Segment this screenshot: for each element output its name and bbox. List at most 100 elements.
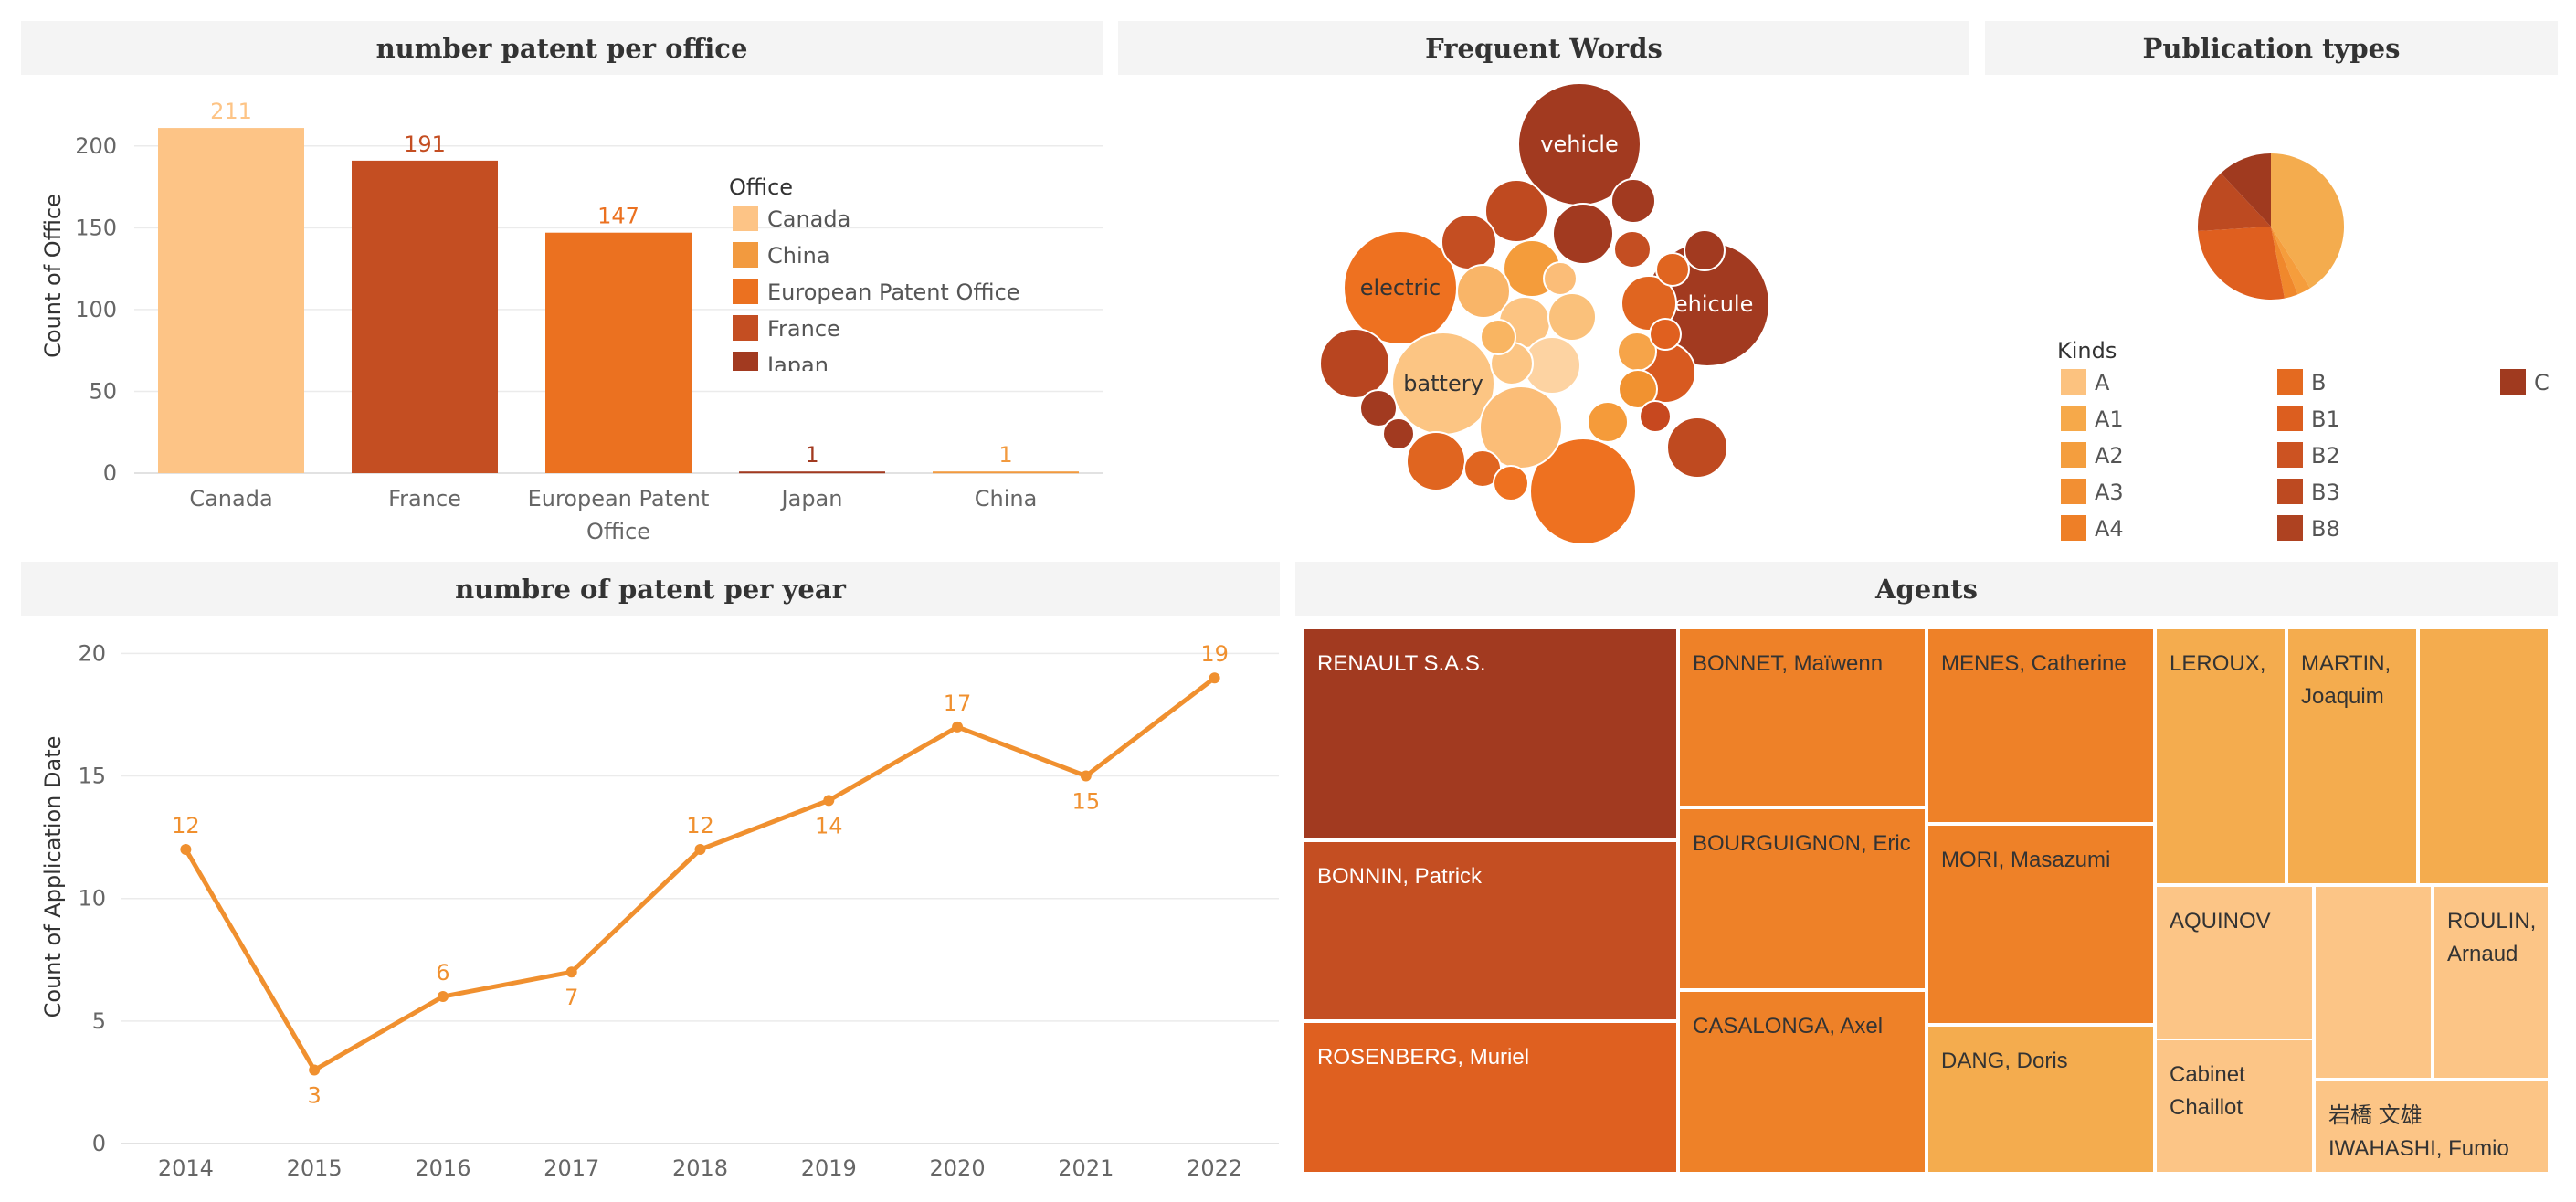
legend-label-a4: A4	[2095, 516, 2124, 542]
y-tick-label: 200	[75, 133, 117, 159]
treemap-cell-label: MARTIN, Joaquim	[2301, 651, 2391, 709]
legend-label-b8: B8	[2311, 516, 2340, 542]
y-tick-label: 0	[103, 460, 117, 486]
legend-label-a: A	[2095, 370, 2110, 395]
x-tick-label: 2018	[672, 1155, 728, 1181]
bubble[interactable]	[1441, 215, 1496, 269]
bubble[interactable]	[1481, 320, 1515, 354]
pie-slice-b1[interactable]	[2198, 227, 2285, 300]
treemap-cell-rosenberg-muriel[interactable]: ROSENBERG, Muriel	[1303, 1021, 1678, 1174]
point-value-label: 15	[1072, 789, 1101, 815]
legend-label-b1: B1	[2311, 406, 2340, 432]
point-value-label: 14	[815, 813, 843, 838]
bubble[interactable]	[1548, 293, 1596, 341]
bubble[interactable]	[1684, 230, 1725, 270]
legend-swatch-a1	[2061, 406, 2086, 431]
x-tick-label: 2021	[1058, 1155, 1114, 1181]
treemap-cell-dang-doris[interactable]: DANG, Doris	[1927, 1025, 2155, 1174]
bubble-label-electric: electric	[1360, 275, 1441, 300]
treemap-cell-renault-s-a-s[interactable]: RENAULT S.A.S.	[1303, 627, 1678, 840]
bubble[interactable]	[1640, 401, 1671, 432]
year-line-chart: 05101520Count of Application Date1220143…	[0, 617, 1288, 1201]
bubble[interactable]	[1588, 402, 1628, 442]
treemap-cell-agent[interactable]	[2418, 627, 2550, 885]
legend-label-b3: B3	[2311, 480, 2340, 505]
treemap-cell-roulin-arnaud[interactable]: ROULIN, Arnaud	[2433, 885, 2550, 1080]
treemap-cell-casalonga-axel[interactable]: CASALONGA, Axel	[1678, 990, 1927, 1174]
treemap-cell-bourguignon-eric[interactable]: BOURGUIGNON, Eric	[1678, 807, 1927, 990]
year-point-2022[interactable]	[1209, 672, 1220, 683]
treemap-cell-iwahashi-fumio[interactable]: 岩橋 文雄 IWAHASHI, Fumio	[2314, 1080, 2550, 1174]
year-point-2021[interactable]	[1081, 771, 1092, 782]
treemap-cell-menes-catherine[interactable]: MENES, Catherine	[1927, 627, 2155, 824]
treemap-cell-label: ROULIN, Arnaud	[2447, 909, 2536, 966]
bubble[interactable]	[1611, 179, 1655, 223]
year-point-2018[interactable]	[695, 844, 706, 855]
bar-canada[interactable]	[158, 128, 304, 473]
bubble[interactable]	[1544, 262, 1577, 295]
x-tick-label: 2019	[801, 1155, 857, 1181]
treemap-cell-label: Cabinet Chaillot	[2170, 1062, 2245, 1120]
y-axis-label: Count of Application Date	[40, 736, 66, 1018]
year-point-2017[interactable]	[566, 966, 577, 977]
bar-france[interactable]	[352, 161, 498, 473]
year-point-2019[interactable]	[823, 795, 834, 806]
bubble[interactable]	[1667, 417, 1727, 478]
bar-japan[interactable]	[739, 471, 885, 473]
bar-european-patent-office[interactable]	[545, 233, 692, 473]
treemap-cell-label: ROSENBERG, Muriel	[1317, 1045, 1529, 1070]
y-tick-label: 20	[78, 640, 106, 666]
bubble[interactable]	[1614, 231, 1651, 268]
legend-swatch-a2	[2061, 442, 2086, 468]
y-tick-label: 100	[75, 297, 117, 322]
bubble[interactable]	[1650, 319, 1681, 350]
year-point-2016[interactable]	[438, 991, 449, 1002]
x-tick-label: 2016	[415, 1155, 470, 1181]
bubble[interactable]	[1383, 418, 1414, 449]
x-tick-label: 2015	[287, 1155, 343, 1181]
x-tick-label: China	[975, 486, 1038, 511]
year-point-2020[interactable]	[952, 722, 963, 733]
bar-value-label: 1	[805, 442, 818, 468]
treemap-cell-label: BONNIN, Patrick	[1317, 864, 1482, 889]
year-series-line	[185, 678, 1214, 1070]
point-value-label: 12	[172, 813, 200, 838]
bubble[interactable]	[1320, 329, 1389, 398]
treemap-cell-label: BOURGUIGNON, Eric	[1693, 831, 1911, 856]
year-point-2014[interactable]	[180, 844, 191, 855]
legend-label-european-patent-office: European Patent Office	[767, 279, 1020, 305]
treemap-cell-label: 岩橋 文雄 IWAHASHI, Fumio	[2328, 1103, 2509, 1161]
treemap-cell-bonnin-patrick[interactable]: BONNIN, Patrick	[1303, 840, 1678, 1021]
legend-swatch-a4	[2061, 515, 2086, 541]
bubble[interactable]	[1553, 204, 1613, 264]
y-tick-label: 15	[78, 764, 106, 789]
legend-label-a3: A3	[2095, 480, 2124, 505]
bar-value-label: 1	[998, 442, 1012, 468]
office-bar-chart: 050100150200Count of Office211Canada191F…	[0, 0, 1105, 557]
treemap-cell-mori-masazumi[interactable]: MORI, Masazumi	[1927, 824, 2155, 1025]
bubble[interactable]	[1656, 253, 1689, 286]
x-tick-label: France	[388, 486, 461, 511]
bubble[interactable]	[1407, 432, 1465, 490]
treemap-cell-agent[interactable]	[2314, 885, 2433, 1080]
bar-value-label: 191	[404, 132, 446, 157]
legend-title: Office	[729, 174, 793, 200]
bubble[interactable]	[1494, 466, 1528, 501]
pub-chart-title: Publication types	[1985, 21, 2558, 75]
treemap-cell-label: MORI, Masazumi	[1941, 848, 2110, 872]
x-tick-label: 2017	[544, 1155, 599, 1181]
treemap-cell-cabinet-chaillot[interactable]: Cabinet Chaillot	[2155, 1039, 2314, 1174]
frequent-words-bubble-chart: vehiclevehiculeelectricbattery	[1118, 78, 1969, 553]
point-value-label: 7	[565, 985, 578, 1010]
bubble-label-battery: battery	[1403, 371, 1483, 396]
treemap-cell-label: DANG, Doris	[1941, 1049, 2068, 1073]
treemap-cell-martin-joaquim[interactable]: MARTIN, Joaquim	[2286, 627, 2418, 885]
year-point-2015[interactable]	[309, 1065, 320, 1076]
bar-china[interactable]	[933, 471, 1079, 473]
legend-swatch-a3	[2061, 479, 2086, 504]
y-tick-label: 10	[78, 886, 106, 912]
treemap-cell-bonnet-ma-wenn[interactable]: BONNET, Maïwenn	[1678, 627, 1927, 807]
y-axis-label: Count of Office	[40, 194, 66, 358]
treemap-cell-leroux[interactable]: LEROUX,	[2155, 627, 2286, 885]
legend-label-france: France	[767, 316, 840, 342]
